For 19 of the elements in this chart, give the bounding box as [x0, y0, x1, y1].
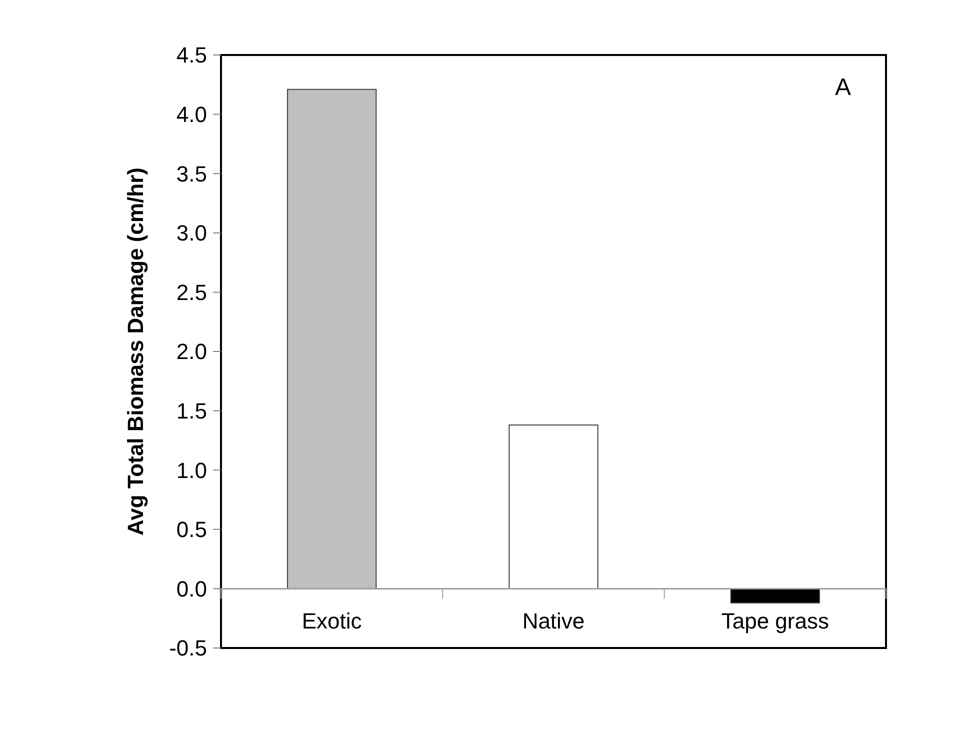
annotation: A [834, 74, 851, 101]
y-tick-label: -0.5 [169, 636, 207, 661]
y-tick-label: 0.0 [176, 576, 207, 602]
bar [287, 88, 377, 590]
x-tick-label: Tape grass [721, 608, 829, 634]
y-tick-label: 4.0 [176, 102, 207, 127]
y-tick-label: 1.5 [176, 398, 207, 424]
bar [730, 588, 820, 604]
y-tick-label: 0.5 [176, 517, 207, 542]
y-axis-title: Avg Total Biomass Damage (cm/hr) [123, 168, 148, 536]
y-tick-label: 1.0 [176, 458, 207, 483]
y-tick-label: 2.5 [176, 280, 207, 305]
x-tick-label: Native [522, 608, 585, 634]
bar [508, 424, 598, 590]
y-tick-label: 2.0 [176, 339, 207, 364]
y-tick-label: 4.5 [176, 42, 207, 68]
x-tick-label: Exotic [302, 608, 362, 634]
y-tick-label: 3.0 [176, 220, 207, 246]
y-tick-label: 3.5 [176, 161, 207, 186]
